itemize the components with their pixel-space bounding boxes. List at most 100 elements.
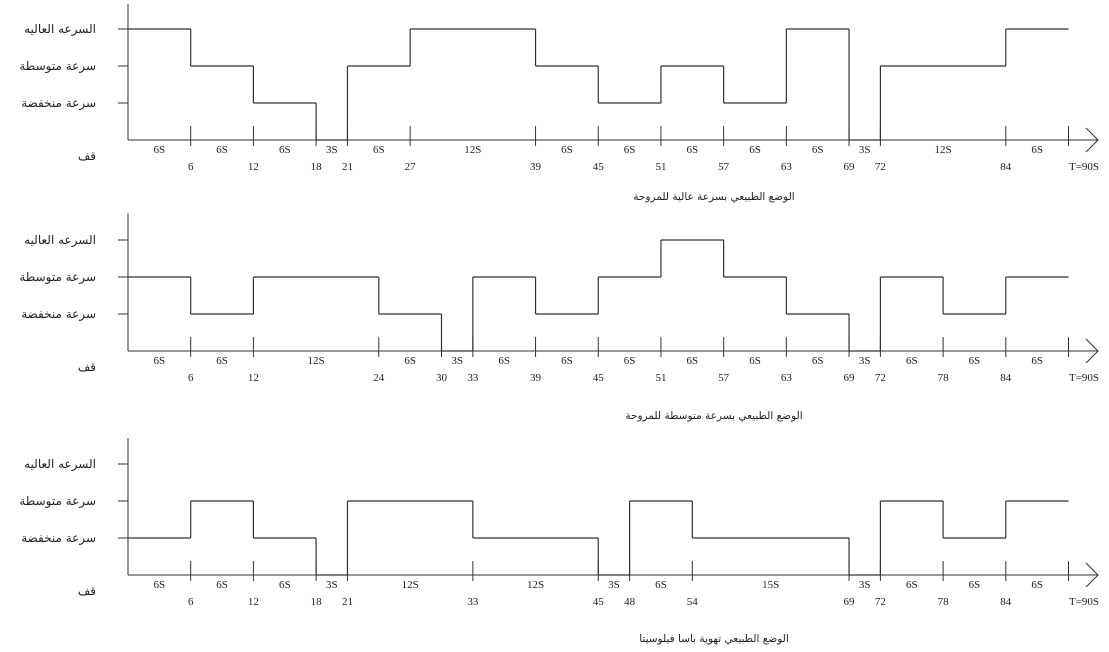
x-axis-arrow-icon [1085, 562, 1099, 588]
x-tick-label: 45 [593, 372, 605, 384]
segment-duration-label: 6S [749, 144, 761, 156]
segment-duration-label: 6S [1031, 144, 1043, 156]
segment-duration-label: 6S [655, 579, 667, 591]
x-tick-label: 45 [593, 596, 605, 608]
segment-duration-label: 12S [464, 144, 481, 156]
x-tick-label: 33 [467, 596, 479, 608]
segment-duration-label: 6S [906, 579, 918, 591]
y-level-label: سرعة متوسطة [19, 270, 96, 285]
x-tick-label: 6 [188, 372, 194, 384]
segment-duration-label: 6S [279, 144, 291, 156]
segment-duration-label: 6S [686, 144, 698, 156]
x-tick-label: 30 [436, 372, 448, 384]
segment-duration-label: 3S [859, 579, 871, 591]
x-tick-label: 27 [405, 161, 417, 173]
segment-duration-label: 6S [561, 355, 573, 367]
segment-duration-label: 6S [154, 579, 166, 591]
segment-duration-label: 6S [624, 144, 636, 156]
x-tick-label: 6 [188, 161, 194, 173]
segment-duration-label: 6S [624, 355, 636, 367]
segment-duration-label: 12S [308, 355, 325, 367]
x-tick-label: 39 [530, 372, 542, 384]
x-tick-label: 18 [311, 161, 323, 173]
x-axis-arrow-icon [1085, 338, 1099, 364]
segment-duration-label: 6S [1031, 579, 1043, 591]
x-tick-label: 21 [342, 161, 353, 173]
y-level-label: سرعة منخفضة [21, 307, 96, 322]
segment-duration-label: 15S [762, 579, 779, 591]
x-end-label: T=90S [1069, 596, 1099, 608]
segment-duration-label: 6S [498, 355, 510, 367]
x-tick-label: 78 [938, 596, 950, 608]
segment-duration-label: 6S [373, 144, 385, 156]
segment-duration-label: 6S [969, 355, 981, 367]
x-tick-label: 51 [655, 161, 666, 173]
segment-duration-label: 3S [326, 579, 338, 591]
segment-duration-label: 6S [812, 355, 824, 367]
x-tick-label: 57 [718, 161, 730, 173]
x-end-label: T=90S [1069, 161, 1099, 173]
x-tick-label: 72 [875, 161, 886, 173]
x-tick-label: 39 [530, 161, 542, 173]
panel-caption: الوضع الطبيعي تهوية باسا فيلوسيتا [639, 633, 789, 645]
x-tick-label: 72 [875, 596, 886, 608]
segment-duration-label: 12S [935, 144, 952, 156]
x-tick-label: 84 [1000, 161, 1012, 173]
segment-duration-label: 6S [749, 355, 761, 367]
segment-duration-label: 6S [561, 144, 573, 156]
x-tick-label: 63 [781, 161, 793, 173]
segment-duration-label: 6S [969, 579, 981, 591]
x-tick-label: 48 [624, 596, 636, 608]
segment-duration-label: 3S [859, 355, 871, 367]
timing-panel-3: قف سرعة منخفضة سرعة متوسطة السرعه العاليه 6S… [19, 438, 1099, 645]
segment-duration-label: 12S [527, 579, 544, 591]
segment-duration-label: 3S [451, 355, 463, 367]
x-tick-label: 12 [248, 161, 259, 173]
y-level-label: سرعة متوسطة [19, 494, 96, 509]
x-tick-label: 21 [342, 596, 353, 608]
segment-duration-label: 6S [906, 355, 918, 367]
x-tick-label: 84 [1000, 372, 1012, 384]
x-tick-label: 69 [844, 372, 856, 384]
segment-duration-label: 6S [154, 144, 166, 156]
x-tick-label: 18 [311, 596, 323, 608]
timing-panel-1: قف سرعة منخفضة سرعة متوسطة السرعه العاليه 6S… [19, 4, 1099, 203]
x-tick-label: 54 [687, 596, 699, 608]
segment-duration-label: 6S [216, 579, 228, 591]
x-tick-label: 57 [718, 372, 730, 384]
y-level-label: السرعه العاليه [24, 233, 96, 248]
panel-caption: الوضع الطبيعي بسرعة عالية للمروحة [633, 191, 794, 203]
y-level-label: السرعه العاليه [24, 457, 96, 472]
segment-duration-label: 6S [154, 355, 166, 367]
segment-duration-label: 6S [279, 579, 291, 591]
x-tick-label: 33 [467, 372, 479, 384]
x-tick-label: 12 [248, 596, 259, 608]
segment-duration-label: 6S [812, 144, 824, 156]
x-tick-label: 78 [938, 372, 950, 384]
x-tick-label: 6 [188, 596, 194, 608]
x-end-label: T=90S [1069, 372, 1099, 384]
segment-duration-label: 6S [216, 144, 228, 156]
segment-duration-label: 12S [402, 579, 419, 591]
panel-caption: الوضع الطبيعي بسرعة متوسطة للمروحة [625, 410, 802, 422]
timing-panel-2: قف سرعة منخفضة سرعة متوسطة السرعه العاليه 6S… [19, 213, 1099, 422]
segment-duration-label: 6S [404, 355, 416, 367]
x-tick-label: 24 [373, 372, 385, 384]
x-tick-label: 69 [844, 596, 856, 608]
y-level-label: قف [78, 360, 96, 374]
x-tick-label: 69 [844, 161, 856, 173]
x-tick-label: 63 [781, 372, 793, 384]
segment-duration-label: 3S [326, 144, 338, 156]
x-axis-arrow-icon [1085, 127, 1099, 153]
segment-duration-label: 6S [686, 355, 698, 367]
x-tick-label: 12 [248, 372, 259, 384]
segment-duration-label: 3S [608, 579, 620, 591]
x-tick-label: 45 [593, 161, 605, 173]
x-tick-label: 72 [875, 372, 886, 384]
y-level-label: السرعه العاليه [24, 22, 96, 37]
segment-duration-label: 3S [859, 144, 871, 156]
segment-duration-label: 6S [1031, 355, 1043, 367]
segment-duration-label: 6S [216, 355, 228, 367]
y-level-label: سرعة متوسطة [19, 59, 96, 74]
